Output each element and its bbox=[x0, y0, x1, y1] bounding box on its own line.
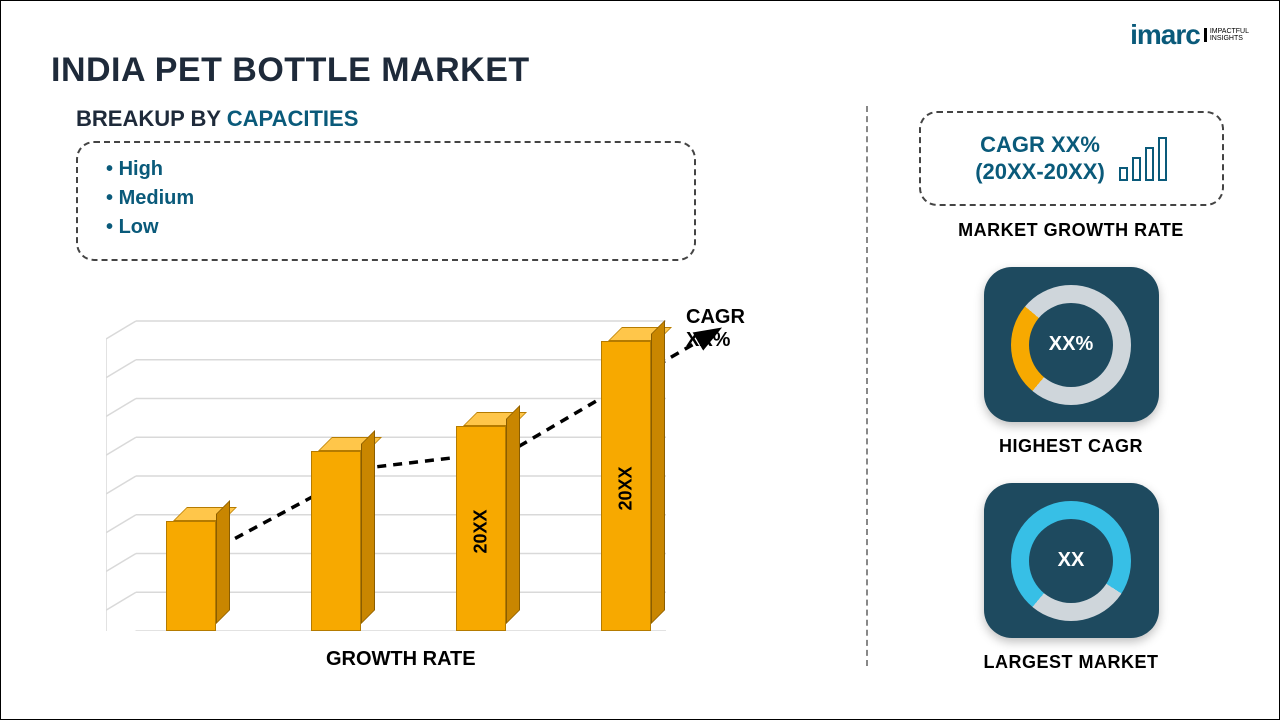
breakup-subtitle: BREAKUP BY CAPACITIES bbox=[76, 106, 358, 132]
tile-label: HIGHEST CAGR bbox=[984, 436, 1159, 457]
breakup-box: High Medium Low bbox=[76, 141, 696, 261]
list-item: Medium bbox=[106, 184, 666, 213]
bar bbox=[311, 451, 361, 631]
subtitle-prefix: BREAKUP BY bbox=[76, 106, 227, 131]
growth-chart: CAGR XX% 20XX bbox=[76, 301, 776, 671]
page-title: INDIA PET BOTTLE MARKET bbox=[51, 51, 530, 90]
bar bbox=[166, 521, 216, 631]
bars-container: 20XX 20XX bbox=[136, 301, 676, 631]
stat-tile: XX% HIGHEST CAGR bbox=[984, 241, 1159, 457]
vertical-divider bbox=[866, 106, 868, 666]
subtitle-accent: CAPACITIES bbox=[227, 106, 359, 131]
axis-label: GROWTH RATE bbox=[326, 648, 476, 671]
cagr-box: CAGR XX% (20XX-20XX) bbox=[919, 111, 1224, 206]
brand-logo: imarc IMPACTFUL INSIGHTS bbox=[1130, 19, 1249, 51]
market-growth-label: MARKET GROWTH RATE bbox=[958, 220, 1184, 241]
donut-center-label: XX bbox=[1058, 549, 1085, 572]
right-column: CAGR XX% (20XX-20XX) MARKET GROWTH RATE … bbox=[901, 111, 1241, 673]
list-item: High bbox=[106, 155, 666, 184]
bar: 20XX bbox=[456, 426, 506, 631]
trend-label: CAGR XX% bbox=[686, 306, 776, 352]
list-item: Low bbox=[106, 213, 666, 242]
cagr-text: CAGR XX% (20XX-20XX) bbox=[975, 132, 1105, 185]
logo-text: imarc bbox=[1130, 19, 1200, 51]
bar: 20XX bbox=[601, 341, 651, 631]
tile-label: LARGEST MARKET bbox=[984, 652, 1159, 673]
logo-tagline: IMPACTFUL INSIGHTS bbox=[1204, 28, 1249, 42]
donut-center-label: XX% bbox=[1049, 333, 1093, 356]
breakup-list: High Medium Low bbox=[106, 155, 666, 242]
stat-tile: XX LARGEST MARKET bbox=[984, 457, 1159, 673]
bars-icon bbox=[1119, 137, 1167, 181]
